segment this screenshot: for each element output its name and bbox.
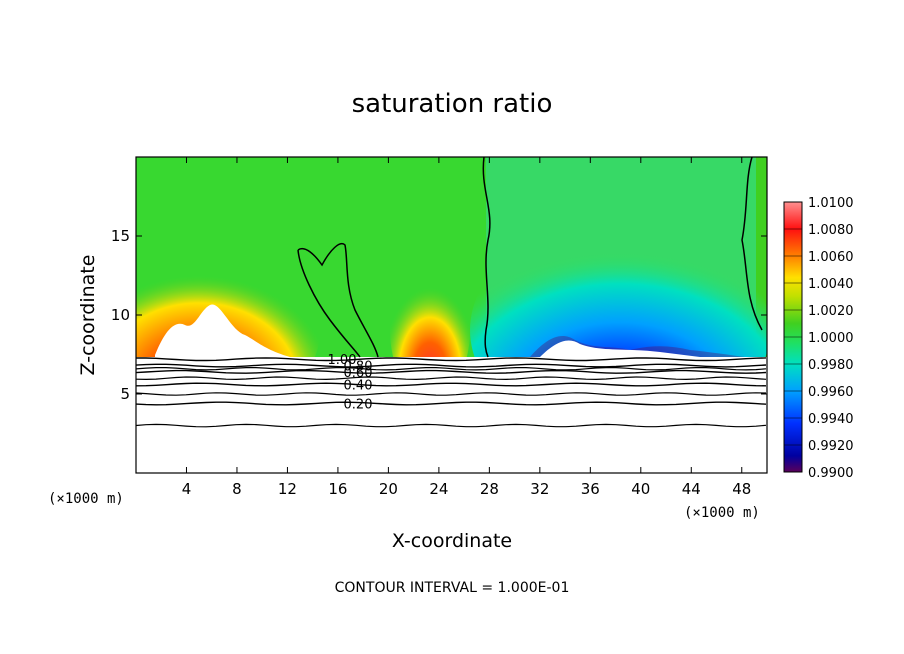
chart-title: saturation ratio xyxy=(352,89,553,119)
colorbar-label: 0.9900 xyxy=(808,466,854,481)
contour-label: 0.80 xyxy=(344,360,373,375)
contour-label: 0.40 xyxy=(344,379,373,394)
colorbar-label: 1.0000 xyxy=(808,331,854,346)
colorbar-label: 0.9920 xyxy=(808,439,854,454)
lower-white-area xyxy=(136,357,767,473)
contour-1-00-boundary xyxy=(482,156,491,358)
contour-line xyxy=(135,401,767,406)
y-tick-label: 5 xyxy=(120,385,130,403)
contour-1-00-plume xyxy=(297,243,379,358)
contour-lines: 0.200.400.600.801.00 xyxy=(135,353,767,428)
contour-line xyxy=(135,369,767,374)
x-tick-label: 8 xyxy=(232,480,242,498)
x-tick-label: 24 xyxy=(429,480,448,498)
x-axis: 4 8 12 16 20 24 28 32 36 40 44 48 xyxy=(182,157,751,498)
y-axis: 5 10 15 xyxy=(111,227,767,403)
x-tick-label: 36 xyxy=(581,480,600,498)
contour-line xyxy=(135,382,767,387)
colorbar-label: 1.0100 xyxy=(808,196,854,211)
colorbar-label: 1.0020 xyxy=(808,304,854,319)
contour-label: 1.00 xyxy=(328,353,357,368)
x-tick-label: 44 xyxy=(682,480,701,498)
contour-line xyxy=(136,357,767,362)
contour-line xyxy=(135,363,767,368)
x-axis-label: X-coordinate xyxy=(392,530,512,552)
x-tick-label: 12 xyxy=(278,480,297,498)
x-tick-label: 28 xyxy=(480,480,499,498)
x-tick-label: 16 xyxy=(328,480,347,498)
x-unit-label: (×1000 m) xyxy=(684,505,760,521)
y-tick-label: 10 xyxy=(111,306,130,324)
colorbar-labels: 1.0100 1.0080 1.0060 1.0040 1.0020 1.0000 0.99… xyxy=(784,196,854,481)
colorbar-label: 1.0040 xyxy=(808,277,854,292)
y-axis-label: Z-coordinate xyxy=(77,255,99,376)
x-tick-label: 40 xyxy=(631,480,650,498)
contour-line-minor xyxy=(135,367,767,371)
colorbar-label: 0.9940 xyxy=(808,412,854,427)
contour-1-00-right xyxy=(741,156,763,331)
contour-line-minor xyxy=(135,376,767,381)
x-tick-label: 48 xyxy=(732,480,751,498)
colorbar-label: 0.9980 xyxy=(808,358,854,373)
contour-label: 0.20 xyxy=(344,397,373,412)
contour-interval-text: CONTOUR INTERVAL = 1.000E-01 xyxy=(335,580,570,596)
y-tick-label: 15 xyxy=(111,227,130,245)
contour-line-minor xyxy=(135,423,767,428)
y-unit-label: (×1000 m) xyxy=(48,491,124,507)
colorbar-label: 0.9960 xyxy=(808,385,854,400)
x-tick-label: 4 xyxy=(182,480,192,498)
x-tick-label: 32 xyxy=(530,480,549,498)
colorbar-label: 1.0080 xyxy=(808,223,854,238)
colorbar-label: 1.0060 xyxy=(808,250,854,265)
x-tick-label: 20 xyxy=(379,480,398,498)
contour-line-minor xyxy=(135,392,767,396)
